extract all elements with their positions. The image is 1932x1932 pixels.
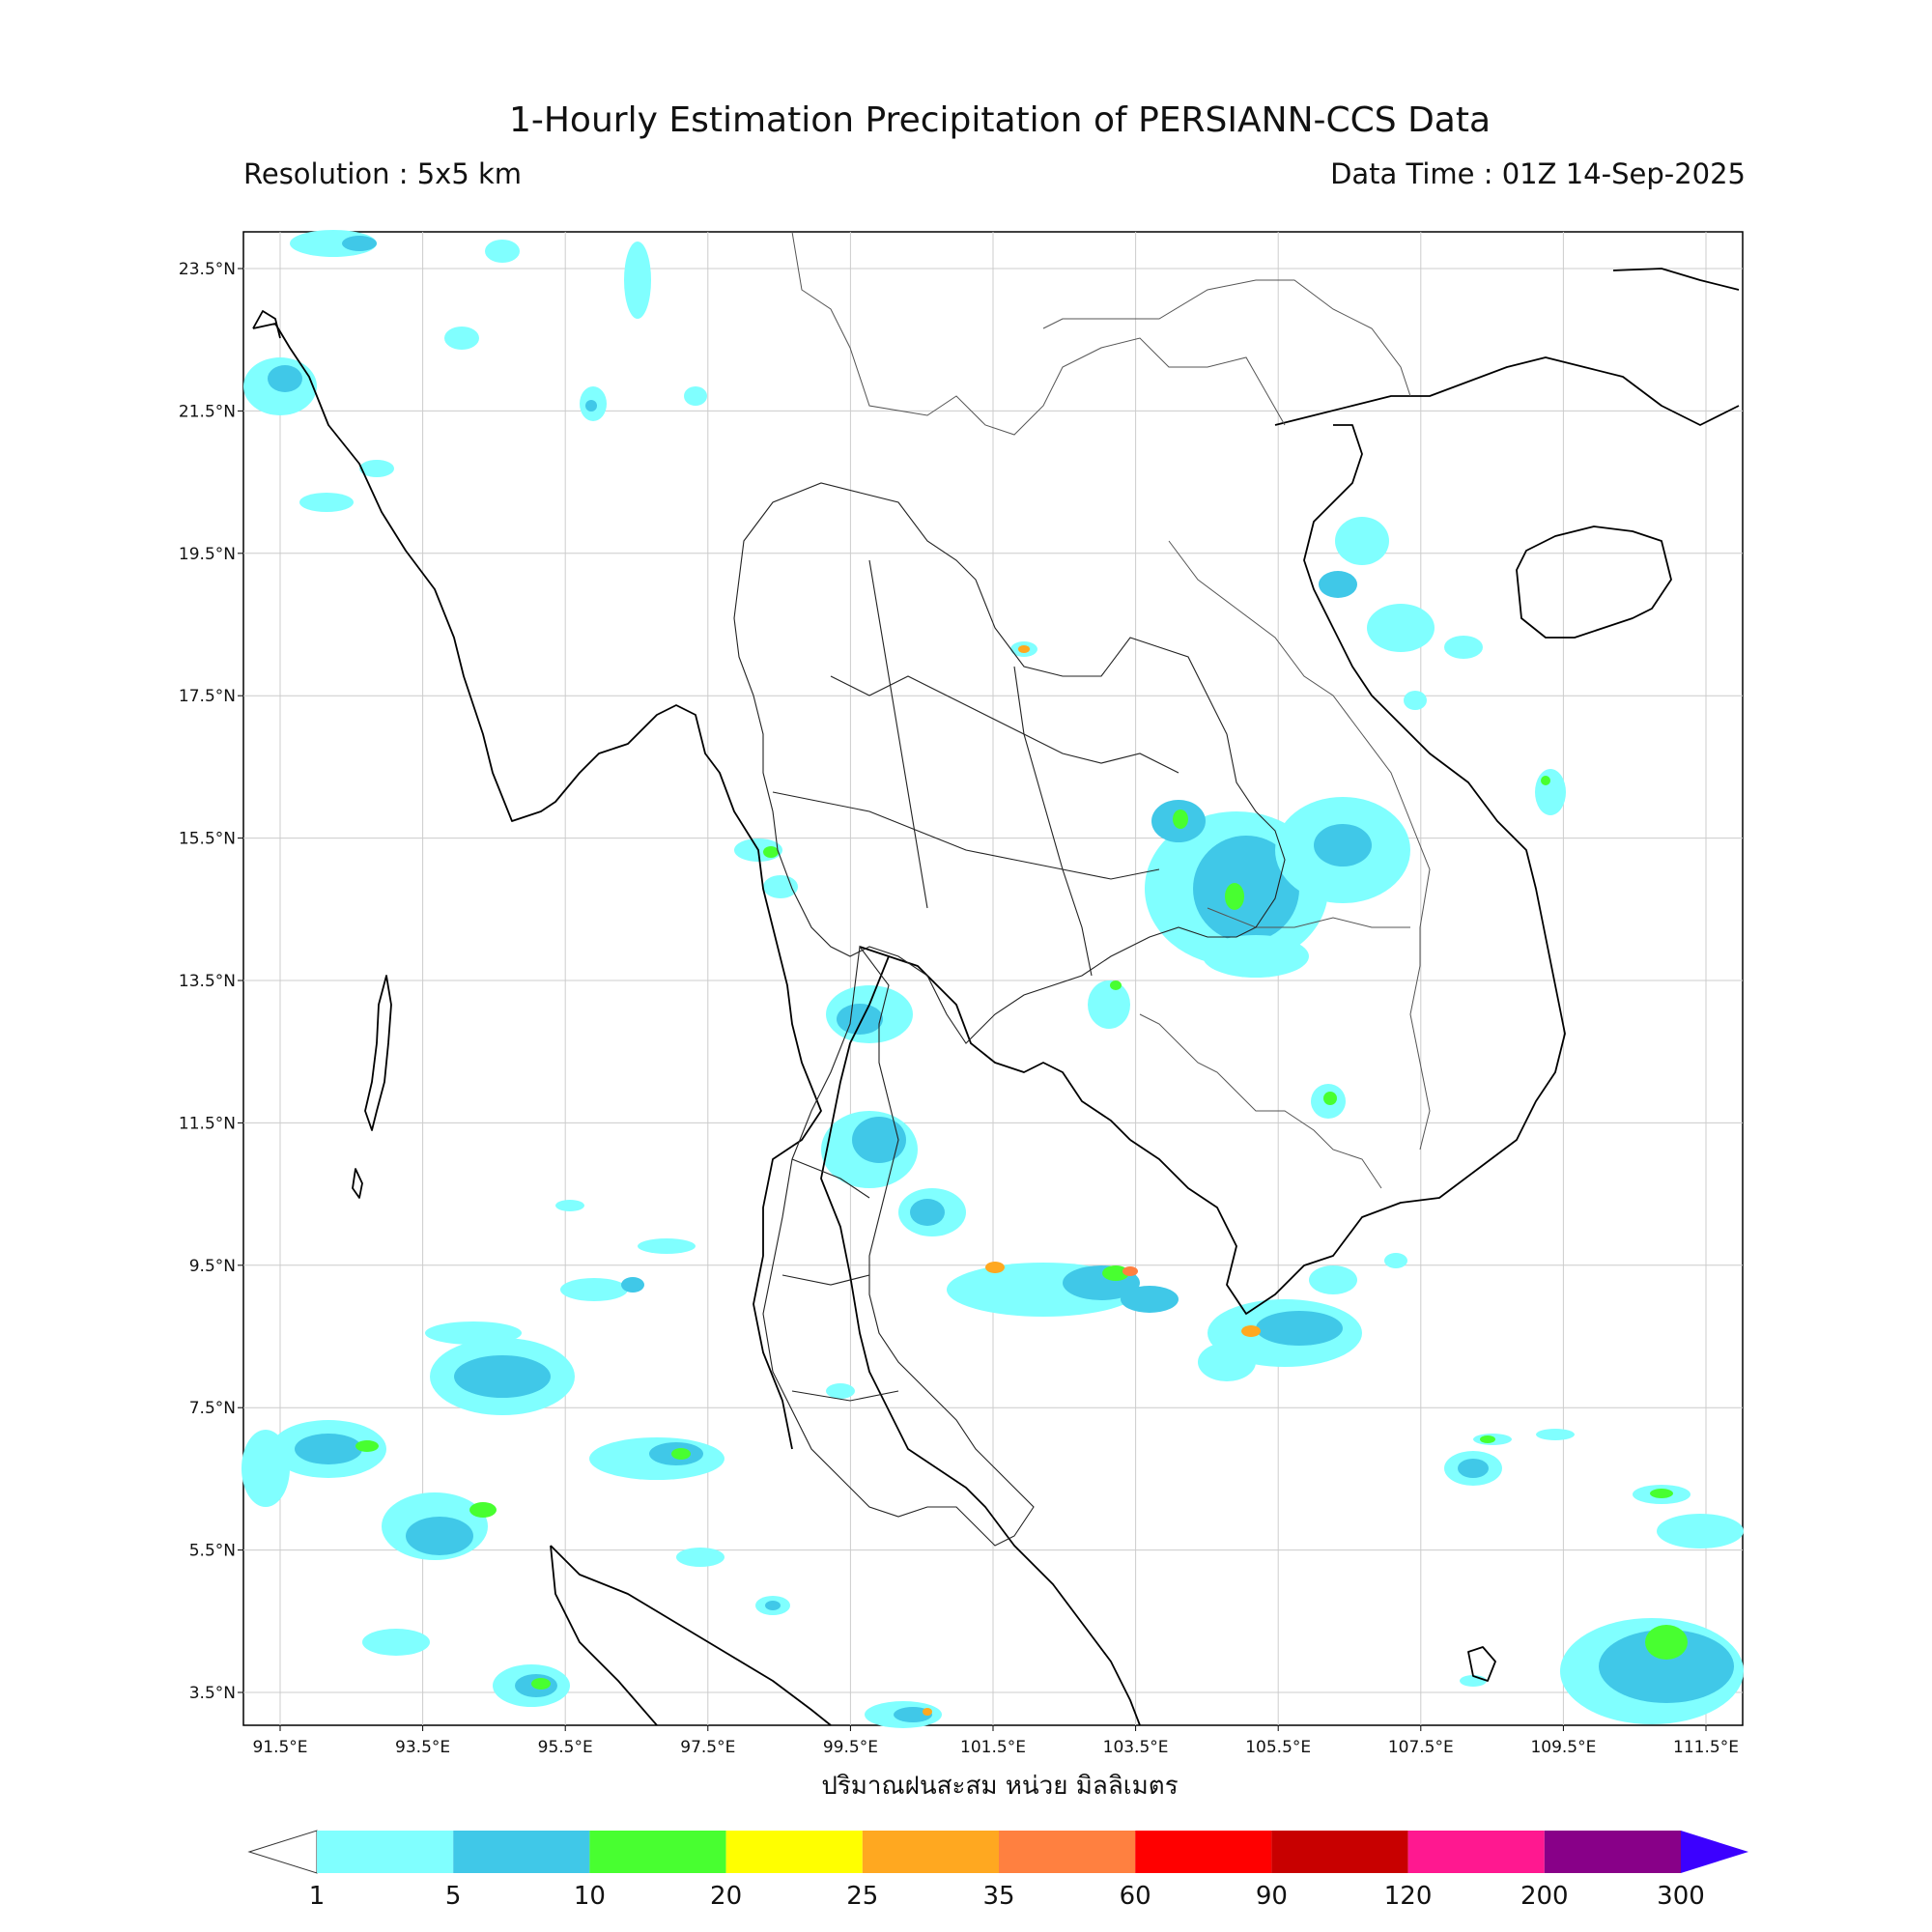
- country-borders: [791, 231, 1431, 1189]
- lon-tick-label: 97.5°E: [680, 1738, 735, 1757]
- lat-tick-label: 19.5°N: [179, 545, 236, 564]
- lat-tick-label: 7.5°N: [189, 1399, 236, 1418]
- coastlines: [252, 268, 1740, 1726]
- lat-tick-label: 21.5°N: [179, 402, 236, 421]
- lat-tick-label: 5.5°N: [189, 1542, 236, 1561]
- lat-tick-label: 13.5°N: [179, 972, 236, 991]
- lat-tick-label: 17.5°N: [179, 687, 236, 706]
- lat-tick-label: 15.5°N: [179, 830, 236, 849]
- resolution-label: Resolution : 5x5 km: [243, 157, 523, 190]
- lon-tick-label: 99.5°E: [823, 1738, 878, 1757]
- thailand-provinces: [733, 482, 1286, 1547]
- lon-tick-label: 93.5°E: [395, 1738, 450, 1757]
- grid-lines: [243, 232, 1743, 1725]
- lon-tick-label: 105.5°E: [1245, 1738, 1311, 1757]
- data-time-label: Data Time : 01Z 14-Sep-2025: [1330, 157, 1746, 190]
- lat-tick-label: 9.5°N: [189, 1257, 236, 1276]
- longitude-tick-labels: 91.5°E 93.5°E 95.5°E 97.5°E 99.5°E 101.5°E 103…: [252, 1725, 1739, 1757]
- lat-tick-label: 11.5°N: [179, 1114, 236, 1133]
- lon-tick-label: 109.5°E: [1530, 1738, 1596, 1757]
- latitude-tick-labels: 23.5°N 21.5°N 19.5°N 17.5°N 15.5°N 13.5°N 11.5…: [179, 260, 243, 1703]
- lon-tick-label: 103.5°E: [1103, 1738, 1169, 1757]
- lon-tick-label: 95.5°E: [538, 1738, 593, 1757]
- lon-tick-label: 111.5°E: [1673, 1738, 1739, 1757]
- lat-tick-label: 23.5°N: [179, 260, 236, 279]
- lat-tick-label: 3.5°N: [189, 1684, 236, 1703]
- colorbar-caption: ปริมาณฝนสะสม หน่วย มิลลิเมตร: [821, 1772, 1179, 1801]
- lon-tick-label: 101.5°E: [960, 1738, 1026, 1757]
- chart-title: 1-Hourly Estimation Precipitation of PER…: [508, 100, 1492, 140]
- lon-tick-label: 91.5°E: [252, 1738, 307, 1757]
- lon-tick-label: 107.5°E: [1388, 1738, 1454, 1757]
